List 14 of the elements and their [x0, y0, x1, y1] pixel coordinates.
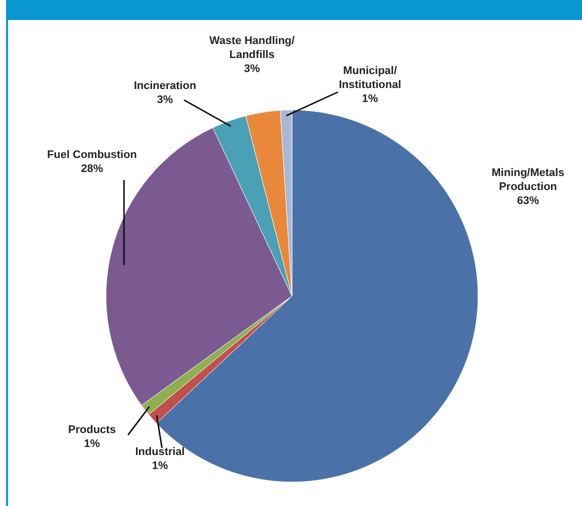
data-label: 3%	[244, 63, 260, 75]
slice-label: Products	[68, 424, 116, 436]
data-label: 1%	[152, 460, 168, 472]
data-label: 1%	[362, 93, 378, 105]
data-label: 63%	[516, 195, 540, 207]
slice-label: Waste Handling/ Landfills	[209, 35, 295, 61]
data-label: 28%	[80, 163, 104, 175]
slice-label: Municipal/ Institutional	[338, 65, 402, 91]
data-label: 3%	[157, 94, 174, 106]
slice-label: Fuel Combustion	[47, 149, 138, 161]
slice-label: Industrial	[135, 446, 185, 458]
slice-label: Incineration	[134, 80, 196, 92]
data-label: 1%	[84, 438, 100, 450]
slice-label: Mining/Metals Production	[492, 167, 564, 193]
